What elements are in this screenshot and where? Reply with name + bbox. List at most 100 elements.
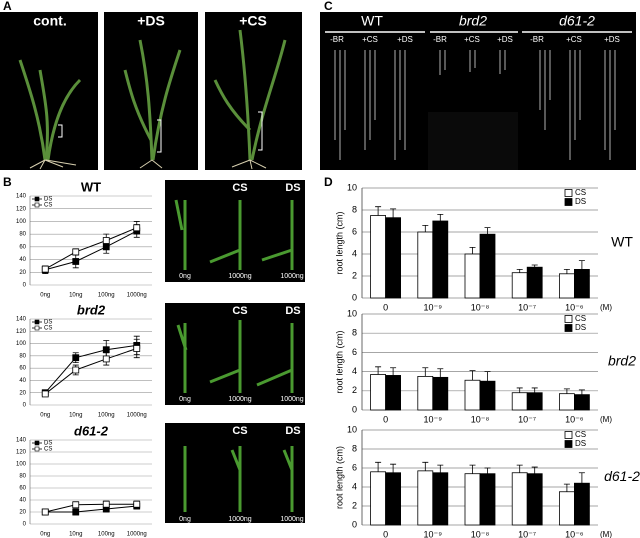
- x-tick-label: 1000ng: [127, 532, 147, 538]
- photo-header: DS: [285, 182, 300, 194]
- treatment-label: -BR: [530, 35, 544, 44]
- legend-label: CS: [44, 447, 52, 453]
- photo-header: DS: [285, 425, 300, 437]
- bar: [464, 253, 481, 299]
- x-tick-label: 10ng: [69, 532, 82, 538]
- series-line: [45, 227, 137, 270]
- y-tick-label: 120: [16, 329, 27, 335]
- y-tick-label: 0: [352, 292, 357, 302]
- x-tick-label: 10⁻⁶: [565, 414, 584, 424]
- x-tick-label: 10⁻⁸: [471, 529, 490, 538]
- x-axis-label: (M): [600, 415, 612, 424]
- bar: [526, 473, 543, 526]
- x-tick-label: 10ng: [69, 413, 82, 419]
- treatment-label: -BR: [330, 35, 344, 44]
- y-tick-label: 120: [16, 206, 27, 212]
- photo-b: [165, 180, 305, 523]
- y-tick-label: 20: [19, 510, 26, 516]
- legend-label: DS: [44, 320, 52, 326]
- series-line: [45, 503, 137, 513]
- y-tick-label: 2: [352, 270, 357, 280]
- legend-label: CS: [44, 326, 52, 332]
- y-tick-label: 0: [23, 283, 27, 289]
- bar: [479, 380, 496, 411]
- bar: [511, 472, 528, 526]
- chart-title: brd2: [77, 302, 106, 317]
- x-tick-label: 10⁻⁷: [518, 529, 536, 538]
- bar: [385, 472, 402, 526]
- y-tick-label: 80: [19, 353, 26, 359]
- legend-label: CS: [44, 203, 52, 209]
- x-tick-label: 1000ng: [127, 293, 147, 299]
- x-tick-label: 10⁻⁹: [423, 302, 442, 312]
- photo-header: CS: [232, 182, 247, 194]
- x-tick-label: 10⁻⁸: [471, 414, 490, 424]
- photo-label: 1000ng: [228, 396, 251, 403]
- x-tick-label: 0: [383, 414, 388, 424]
- error-bar: [375, 366, 382, 375]
- bar: [417, 470, 434, 526]
- panel-label: C: [324, 0, 333, 13]
- photo-label: 1000ng: [280, 396, 303, 403]
- x-axis-label: (M): [600, 303, 612, 312]
- y-tick-label: 10: [347, 182, 357, 192]
- x-tick-label: 10⁻⁶: [565, 302, 584, 312]
- photo-c: [320, 12, 636, 170]
- bar: [511, 272, 528, 299]
- y-axis-label: root length (cm): [334, 330, 344, 393]
- x-tick-label: 10⁻⁹: [423, 529, 442, 538]
- error-bar: [469, 247, 476, 254]
- y-tick-label: 0: [23, 522, 27, 528]
- y-tick-label: 0: [23, 403, 27, 409]
- bar: [526, 392, 543, 411]
- photo-label: 0ng: [179, 273, 191, 280]
- bar: [417, 375, 434, 411]
- x-axis-label: (M): [600, 530, 612, 538]
- marker: [102, 237, 110, 244]
- y-tick-label: 60: [19, 244, 26, 250]
- y-tick-label: 0: [352, 519, 357, 529]
- treatment-label: +DS: [497, 35, 513, 44]
- x-tick-label: 0ng: [40, 293, 50, 299]
- x-tick-label: 100ng: [98, 532, 115, 538]
- marker: [72, 508, 80, 516]
- error-bar: [375, 461, 382, 472]
- photo-label: 1000ng: [280, 516, 303, 523]
- treatment-label: +CS: [362, 35, 378, 44]
- marker: [133, 500, 141, 508]
- y-tick-label: 4: [352, 366, 357, 376]
- panel-label: D: [324, 175, 333, 189]
- error-bar: [469, 370, 476, 381]
- bar: [432, 472, 449, 526]
- legend-label: CS: [575, 188, 586, 197]
- error-bar: [484, 227, 491, 235]
- bar: [432, 220, 449, 299]
- photo-header: CS: [232, 425, 247, 437]
- y-tick-label: 140: [16, 438, 27, 444]
- y-tick-label: 4: [352, 248, 357, 258]
- photo-label: 1000ng: [280, 273, 303, 280]
- legend-label: DS: [44, 441, 52, 447]
- error-bar: [484, 371, 491, 382]
- error-bar: [578, 260, 585, 270]
- chart-title: d61-2: [74, 423, 109, 438]
- y-axis-label: root length (cm): [334, 446, 344, 509]
- bar: [385, 375, 402, 411]
- legend-marker: [34, 202, 40, 208]
- error-bar: [516, 464, 523, 473]
- y-tick-label: 2: [352, 500, 357, 510]
- legend-marker: [34, 440, 40, 446]
- y-tick-label: 60: [19, 366, 26, 372]
- bar: [370, 471, 387, 526]
- group-label: WT: [361, 13, 383, 29]
- y-tick-label: 100: [16, 462, 27, 468]
- legend-marker: [564, 315, 573, 323]
- photo-label: 0ng: [179, 516, 191, 523]
- treatment-label: +CS: [566, 35, 582, 44]
- legend-marker: [34, 325, 40, 331]
- y-tick-label: 8: [352, 328, 357, 338]
- x-tick-label: 10⁻⁷: [518, 414, 536, 424]
- panel-label: A: [3, 0, 12, 13]
- chart-title: brd2: [608, 353, 636, 369]
